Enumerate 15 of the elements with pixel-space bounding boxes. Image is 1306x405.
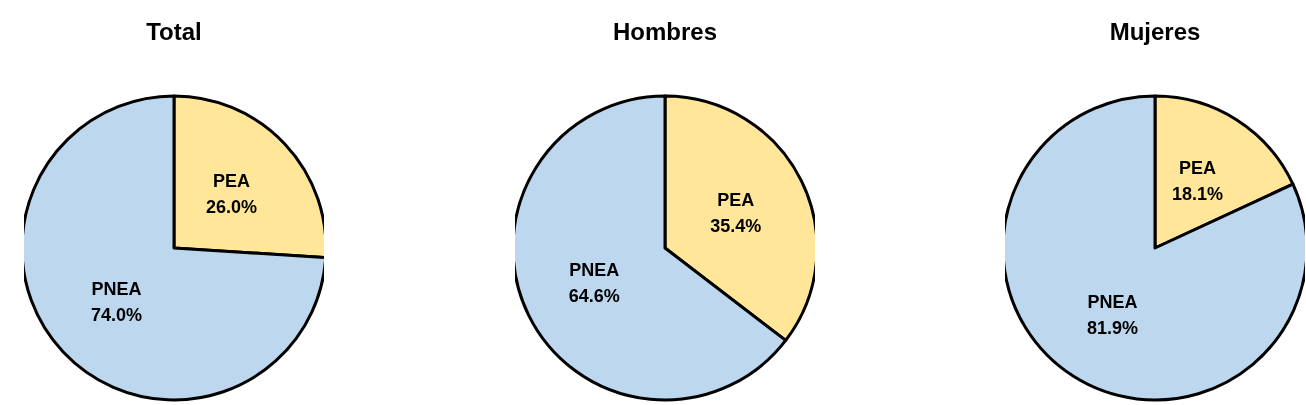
data-label: 74.0%: [90, 305, 142, 326]
chart-title: Mujeres: [1109, 17, 1201, 45]
slice-label: PEA: [1179, 158, 1217, 179]
slice-label: PEA: [717, 190, 755, 211]
slice-label: PNEA: [91, 279, 142, 300]
chart-title: Hombres: [612, 17, 718, 45]
data-label: 35.4%: [710, 216, 762, 237]
data-label: 18.1%: [1172, 184, 1224, 205]
slice-label: PEA: [213, 170, 251, 191]
data-label: 26.0%: [206, 196, 258, 217]
slice-label: PNEA: [1087, 291, 1138, 312]
data-label: 64.6%: [568, 285, 620, 306]
data-label: 81.9%: [1086, 317, 1138, 338]
slice-label: PNEA: [569, 259, 620, 280]
chart-title: Total: [146, 17, 202, 45]
